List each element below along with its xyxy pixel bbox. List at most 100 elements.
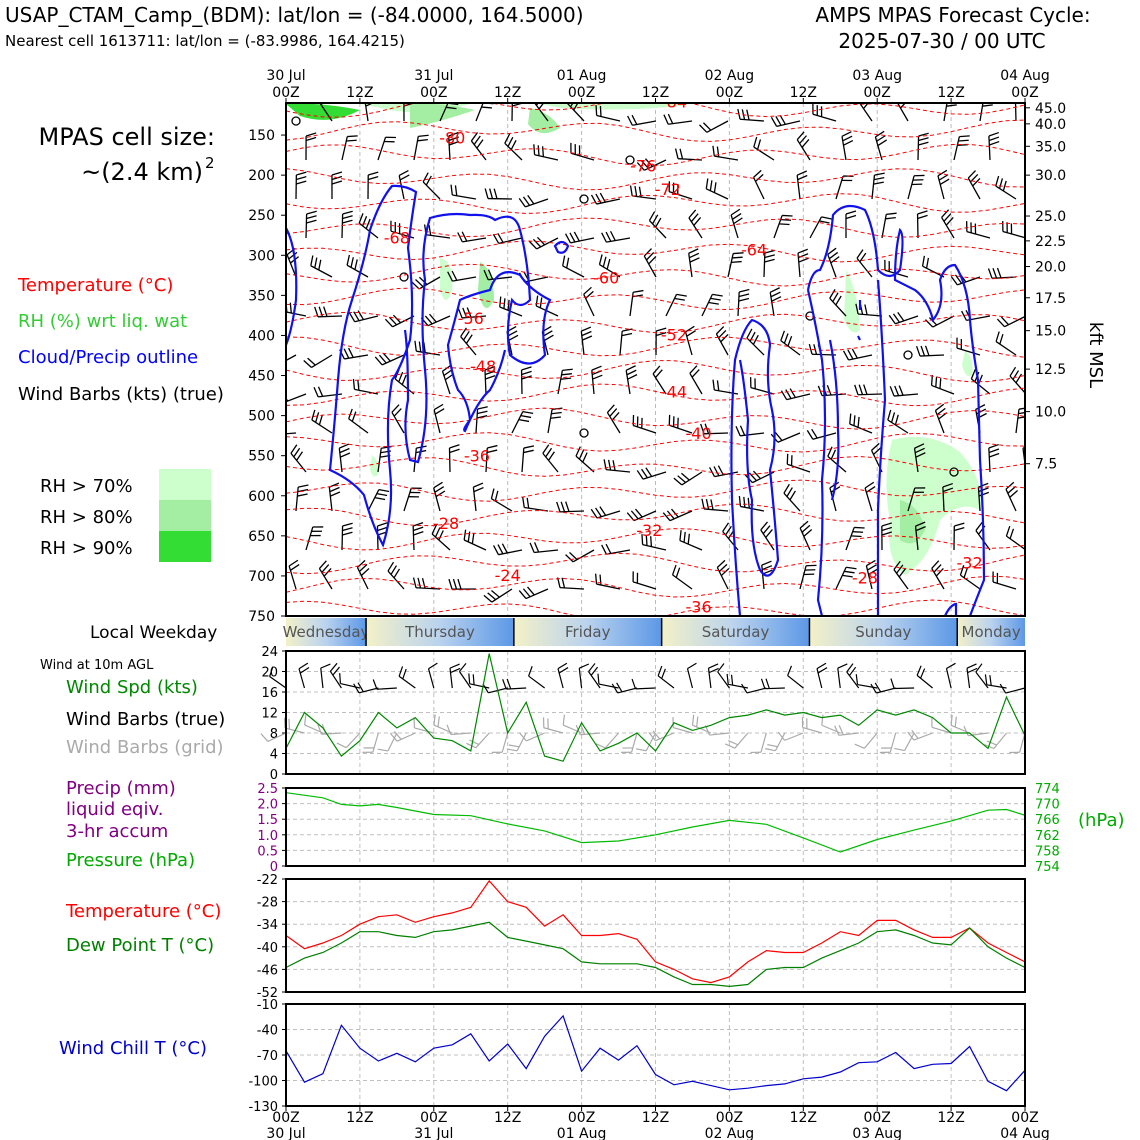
barb-flag [422,172,429,183]
barb-shaft [286,354,297,362]
nearest-cell: Nearest cell 1613711: lat/lon = (-83.998… [5,32,405,50]
top-hour-label: 12Z [346,85,373,101]
barb-flag [689,365,698,374]
barb-flag [466,307,472,318]
wind-barb [635,732,657,752]
barb-flag [808,343,813,355]
wind-barb [492,543,523,556]
wind-barb [305,526,324,551]
wind-barb [420,313,451,327]
barb-flag [635,508,643,518]
top-hour-label: 12Z [790,85,817,101]
barb-flag [412,522,424,527]
barb-shaft [398,675,416,689]
wind-barb [956,337,981,356]
barb-flag [339,443,350,449]
barb-flag [307,357,316,366]
wind-barb [655,327,667,356]
barb-flag [368,171,379,176]
barb-flag [715,326,725,335]
wind-barb [674,148,703,161]
barb-flag [332,666,340,676]
barb-flag [855,674,859,685]
barb-flag [462,330,470,341]
barb-shaft [267,732,287,742]
barb-flag [522,588,531,598]
barb-flag [399,174,410,181]
barb-shaft [1002,230,1025,239]
barb-flag [705,498,710,510]
barb-flag [942,487,954,493]
wind-barb [943,103,957,122]
barb-flag [780,330,786,341]
wind-barb [874,130,888,161]
barb-flag [562,368,573,372]
barb-flag [508,744,520,748]
barb-flag [471,533,475,544]
barb-flag [720,333,729,343]
temperature-contour [286,383,1025,407]
barb-flag [590,508,598,519]
wind-barb [336,732,361,749]
barb-flag [988,448,1000,454]
barb-flag [783,483,790,494]
pressure-tick-label: 550 [248,449,275,465]
wind-barb [995,175,1017,200]
barb-shaft [414,727,434,734]
wind-barb [475,406,488,434]
kft-tick-label: 17.5 [1035,291,1066,307]
barb-shaft [491,588,513,603]
barb-shaft [665,294,678,317]
barb-flag [507,299,510,311]
temperature-contour [286,217,1025,238]
wind-barb [796,170,808,200]
wind-barb [917,132,929,161]
wind-barb [735,425,765,437]
barb-shaft [780,340,801,356]
barb-flag [437,716,440,727]
barb-flag [767,744,778,748]
barb-flag [506,748,518,752]
barb-shaft [816,668,823,689]
wind-barb [864,481,876,512]
barb-shaft [787,675,804,689]
barb-shaft [346,264,369,278]
wind-barb [760,678,785,690]
wind-barb [1005,481,1019,512]
barb-flag [348,408,353,419]
barb-flag [760,678,766,689]
top-date-label: 01 Aug [557,68,607,84]
legend-precip: Precip (mm) [66,778,176,799]
barb-flag [305,132,317,137]
bottom-hour-label: 00Z [863,1110,890,1126]
wind-barb [950,714,970,734]
barb-shaft [760,732,767,753]
barb-shaft [320,668,324,689]
panel-tick-label: -28 [257,896,278,911]
barb-flag [609,230,616,241]
wind-barb [746,328,765,356]
wind-barb [934,403,948,434]
wind-barb [916,210,928,239]
barb-flag [907,731,915,741]
calm-circle [579,428,589,438]
cell-size-label: MPAS cell size: [39,123,215,151]
wind-barb [893,560,909,590]
barb-flag [518,197,526,208]
barb-flag [508,334,519,341]
barb-flag [494,490,499,502]
barb-shaft [657,675,675,689]
barb-flag [417,577,422,589]
panel-tick-label: -100 [248,1075,278,1090]
barb-flag [917,210,928,215]
barb-flag [1009,366,1017,377]
wind-barb [603,459,631,473]
barb-flag [350,257,354,268]
barb-shaft [633,510,657,522]
barb-flag [828,251,839,260]
barb-flag [897,312,905,322]
barb-flag [743,496,746,508]
wind-barb [941,209,955,239]
barb-shaft [863,732,878,749]
barb-flag [569,551,578,561]
